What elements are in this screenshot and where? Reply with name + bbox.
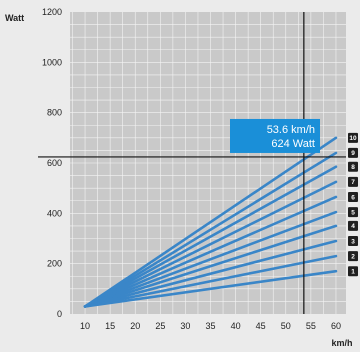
x-axis-ticks: 10 15 20 25 30 35 40 45 50 55 60 bbox=[80, 321, 341, 331]
series-badge-3: 3 bbox=[348, 236, 358, 247]
x-tick-label: 10 bbox=[80, 321, 90, 331]
badge-box bbox=[348, 191, 358, 202]
x-tick-label: 25 bbox=[155, 321, 165, 331]
badge-label: 7 bbox=[351, 179, 355, 186]
badge-box bbox=[348, 236, 358, 247]
series-badge-10: 10 bbox=[348, 132, 358, 143]
callout-box bbox=[230, 118, 320, 153]
series-badge-1: 1 bbox=[348, 266, 358, 277]
crosshair bbox=[38, 12, 346, 314]
y-tick-label: 200 bbox=[47, 259, 62, 269]
x-tick-label: 15 bbox=[105, 321, 115, 331]
series-line-4 bbox=[83, 224, 338, 308]
x-tick-label: 35 bbox=[206, 321, 216, 331]
x-tick-label: 45 bbox=[256, 321, 266, 331]
badge-label: 8 bbox=[351, 164, 355, 171]
badge-box bbox=[348, 251, 358, 262]
badge-label: 10 bbox=[349, 135, 357, 142]
series-badge-9: 9 bbox=[348, 147, 358, 158]
x-tick-label: 55 bbox=[306, 321, 316, 331]
x-tick-label: 20 bbox=[130, 321, 140, 331]
badge-label: 4 bbox=[351, 223, 355, 230]
badge-label: 6 bbox=[351, 194, 355, 201]
series-line-5 bbox=[83, 210, 338, 308]
y-tick-label: 1000 bbox=[42, 57, 62, 67]
x-tick-label: 60 bbox=[331, 321, 341, 331]
badge-box bbox=[348, 176, 358, 187]
y-tick-label: 400 bbox=[47, 208, 62, 218]
series-line-1 bbox=[83, 269, 338, 308]
series-line-7 bbox=[83, 180, 338, 308]
x-axis-label: km/h bbox=[331, 338, 352, 348]
y-tick-label: 800 bbox=[47, 108, 62, 118]
badge-label: 3 bbox=[351, 238, 355, 245]
annotation-callout: 53.6 km/h 624 Watt bbox=[230, 118, 320, 153]
series-line-3 bbox=[83, 239, 338, 308]
y-tick-label: 0 bbox=[57, 309, 62, 319]
series-badge-7: 7 bbox=[348, 176, 358, 187]
series-badge-6: 6 bbox=[348, 191, 358, 202]
callout-speed: 53.6 km/h bbox=[267, 124, 315, 136]
x-tick-label: 40 bbox=[231, 321, 241, 331]
series-badge-5: 5 bbox=[348, 207, 358, 218]
y-tick-label: 1200 bbox=[42, 7, 62, 17]
series-badge-8: 8 bbox=[348, 161, 358, 172]
badge-label: 1 bbox=[351, 269, 355, 276]
series-badges: 1 2 3 4 5 6 7 8 9 10 bbox=[348, 132, 358, 277]
badge-label: 9 bbox=[351, 150, 355, 157]
series-line-8 bbox=[83, 165, 338, 308]
badge-box bbox=[348, 220, 358, 231]
x-tick-label: 50 bbox=[281, 321, 291, 331]
callout-power: 624 Watt bbox=[271, 138, 315, 150]
series-line-9 bbox=[83, 151, 338, 308]
series-badge-2: 2 bbox=[348, 251, 358, 262]
y-axis-label: Watt bbox=[5, 13, 24, 23]
series-line-6 bbox=[83, 195, 338, 308]
badge-box bbox=[348, 161, 358, 172]
y-tick-label: 600 bbox=[47, 158, 62, 168]
y-axis-ticks: 0 200 400 600 800 1000 1200 bbox=[42, 7, 62, 319]
badge-label: 5 bbox=[351, 209, 355, 216]
badge-box bbox=[348, 207, 358, 218]
x-tick-label: 30 bbox=[180, 321, 190, 331]
series-lines bbox=[83, 136, 338, 308]
series-line-10 bbox=[83, 136, 338, 308]
badge-box bbox=[348, 266, 358, 277]
badge-label: 2 bbox=[351, 253, 355, 260]
badge-box bbox=[348, 132, 358, 143]
badge-box bbox=[348, 147, 358, 158]
series-line-2 bbox=[83, 254, 338, 308]
series-badge-4: 4 bbox=[348, 220, 358, 231]
